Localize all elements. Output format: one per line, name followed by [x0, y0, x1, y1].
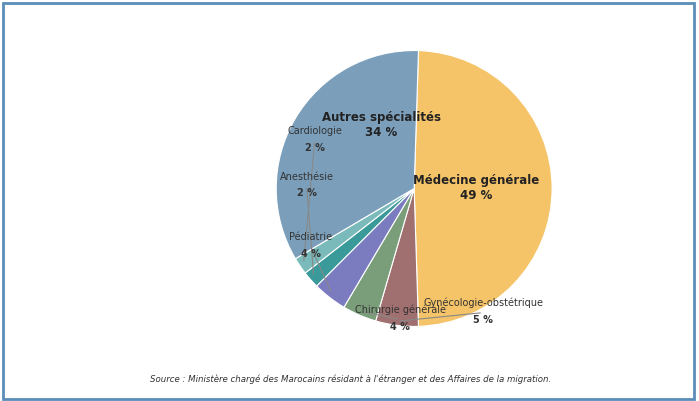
Wedge shape — [317, 188, 414, 307]
Text: 2 %: 2 % — [296, 188, 317, 198]
Text: 2 %: 2 % — [305, 143, 325, 153]
Wedge shape — [414, 51, 552, 326]
Text: Autres spécialités
34 %: Autres spécialités 34 % — [322, 111, 440, 139]
Text: Médecine générale
49 %: Médecine générale 49 % — [413, 174, 540, 203]
Wedge shape — [296, 188, 414, 273]
Text: 4 %: 4 % — [301, 249, 321, 259]
Text: Anesthésie: Anesthésie — [280, 172, 333, 182]
Text: La diaspora
médicale
à l'étranger
selon
les
spécialités: La diaspora médicale à l'étranger selon … — [19, 105, 129, 257]
Text: 4 %: 4 % — [391, 322, 410, 332]
Text: Cardiologie: Cardiologie — [287, 126, 343, 136]
Text: Pédiatrie: Pédiatrie — [289, 232, 332, 242]
Wedge shape — [305, 188, 414, 286]
Text: 5 %: 5 % — [473, 315, 493, 325]
Wedge shape — [276, 51, 419, 259]
Text: Source : Ministère chargé des Marocains résidant à l'étranger et des Affaires de: Source : Ministère chargé des Marocains … — [150, 374, 552, 384]
Text: Chirurgie générale: Chirurgie générale — [355, 305, 446, 315]
Text: Gynécologie-obstétrique: Gynécologie-obstétrique — [423, 298, 543, 308]
Wedge shape — [375, 188, 419, 326]
Wedge shape — [344, 188, 414, 321]
